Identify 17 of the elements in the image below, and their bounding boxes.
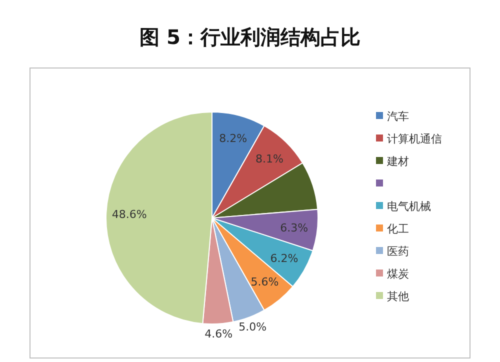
data-label: 5.6%: [250, 276, 279, 289]
chart-title: 图 5：行业利润结构占比: [140, 25, 360, 49]
legend-label: 汽车: [387, 110, 409, 123]
legend-label: 其他: [387, 290, 409, 303]
data-label: 48.6%: [112, 208, 147, 222]
legend-label: 煤炭: [387, 267, 409, 280]
data-label: 6.3%: [280, 221, 308, 234]
data-label: 4.6%: [204, 328, 233, 341]
legend-label: 医药: [387, 244, 409, 258]
data-label: 8.1%: [256, 152, 284, 166]
legend-label: 电气机械: [387, 200, 431, 213]
legend-label: 建材: [386, 154, 409, 168]
data-label: 8.2%: [219, 132, 248, 145]
data-label: 6.2%: [270, 252, 298, 266]
legend-label: 化工: [387, 222, 409, 236]
data-label: 5.0%: [238, 320, 267, 334]
legend-label: 计算机通信: [387, 132, 442, 146]
